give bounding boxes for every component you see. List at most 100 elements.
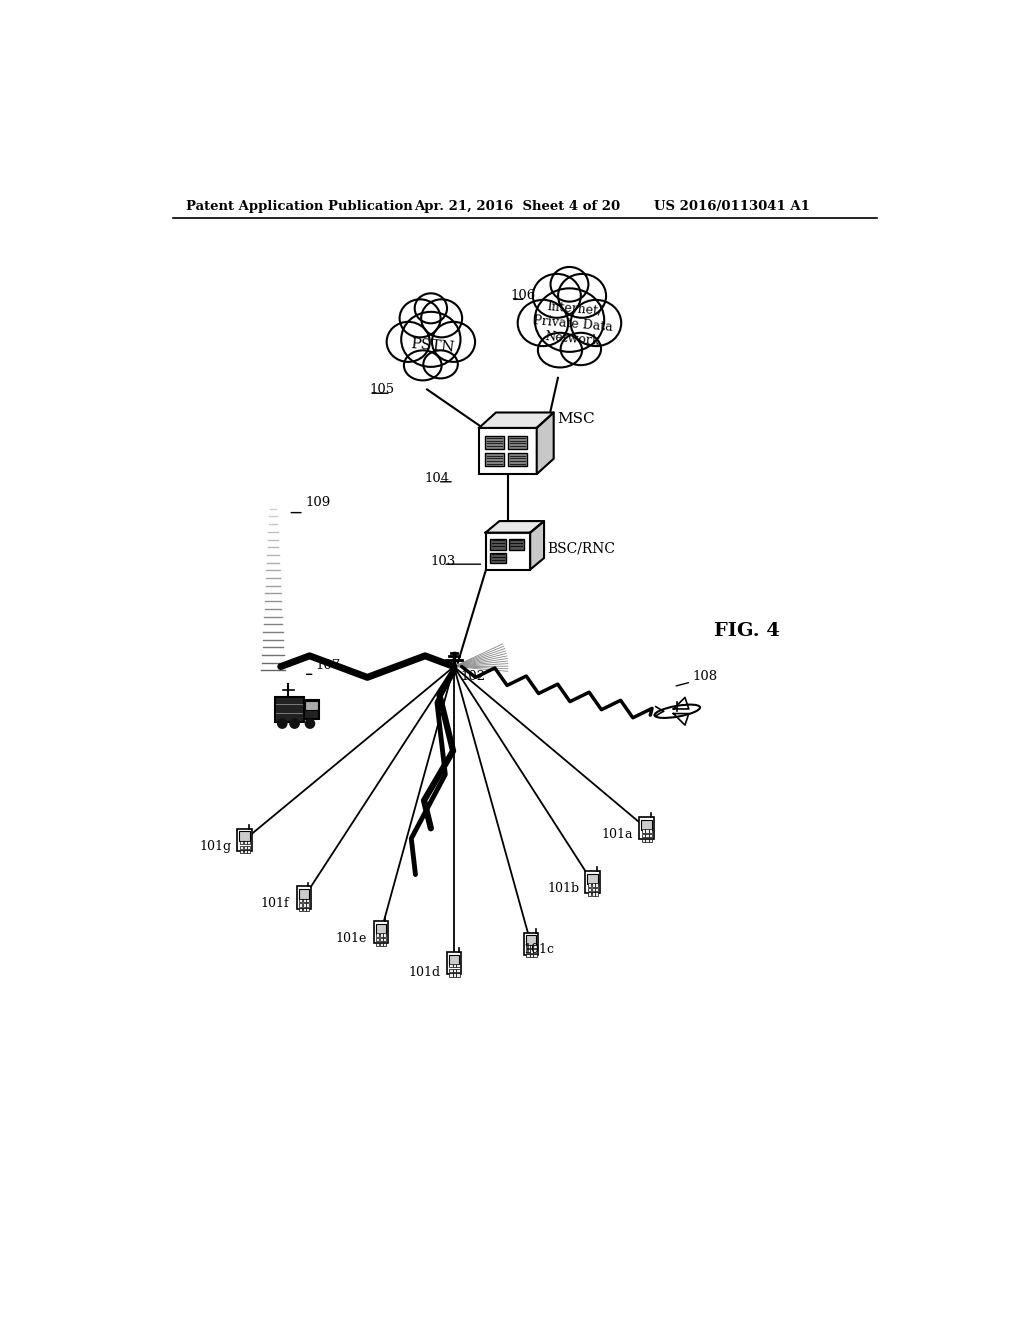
Circle shape xyxy=(278,719,287,729)
Bar xyxy=(592,888,595,891)
Bar xyxy=(645,834,648,837)
Bar xyxy=(526,945,529,948)
Bar xyxy=(238,829,252,851)
Bar xyxy=(453,969,456,972)
Bar xyxy=(595,892,598,896)
Bar xyxy=(588,892,591,896)
Bar xyxy=(530,954,534,957)
Bar xyxy=(383,942,386,946)
Bar xyxy=(240,841,243,845)
Bar xyxy=(490,539,506,549)
Bar xyxy=(303,903,306,907)
Bar xyxy=(453,964,456,968)
Ellipse shape xyxy=(560,333,601,366)
Bar xyxy=(534,954,537,957)
Ellipse shape xyxy=(538,333,582,367)
Bar xyxy=(526,954,529,957)
Bar xyxy=(457,973,460,977)
Bar xyxy=(530,949,534,953)
Bar xyxy=(642,834,645,837)
Bar xyxy=(534,949,537,953)
Bar xyxy=(303,899,306,902)
Bar xyxy=(485,453,504,466)
Bar xyxy=(380,942,383,946)
Bar xyxy=(299,899,302,902)
Bar xyxy=(588,888,591,891)
Bar xyxy=(240,846,243,849)
Polygon shape xyxy=(674,697,689,709)
Ellipse shape xyxy=(423,350,458,379)
Ellipse shape xyxy=(415,293,447,323)
Bar xyxy=(244,841,247,845)
Text: 106: 106 xyxy=(510,289,536,301)
Ellipse shape xyxy=(570,300,622,346)
Text: 104: 104 xyxy=(425,471,450,484)
Bar xyxy=(588,883,591,887)
Circle shape xyxy=(305,719,314,729)
Ellipse shape xyxy=(551,267,589,302)
Bar xyxy=(383,939,386,941)
Bar xyxy=(525,936,537,945)
Ellipse shape xyxy=(421,300,462,338)
Ellipse shape xyxy=(654,705,700,718)
Bar xyxy=(240,832,250,841)
Bar xyxy=(380,933,383,937)
Text: 108: 108 xyxy=(692,671,718,684)
Bar xyxy=(449,954,459,965)
Bar xyxy=(247,841,250,845)
Text: BSC/RNC: BSC/RNC xyxy=(547,541,615,554)
Text: Patent Application Publication: Patent Application Publication xyxy=(186,199,413,213)
Ellipse shape xyxy=(518,300,568,346)
Ellipse shape xyxy=(401,312,461,367)
Text: Internet/
Private Data
Network: Internet/ Private Data Network xyxy=(531,300,614,348)
Text: Apr. 21, 2016  Sheet 4 of 20: Apr. 21, 2016 Sheet 4 of 20 xyxy=(414,199,621,213)
Bar xyxy=(274,697,304,722)
Bar xyxy=(508,436,526,449)
Bar xyxy=(592,892,595,896)
Bar xyxy=(299,890,309,899)
Text: 101g: 101g xyxy=(200,840,231,853)
Bar xyxy=(485,436,504,449)
Text: 103: 103 xyxy=(431,554,456,568)
Ellipse shape xyxy=(403,350,441,380)
Text: 109: 109 xyxy=(305,496,331,510)
Bar xyxy=(247,850,250,854)
Bar xyxy=(523,933,539,954)
Text: 105: 105 xyxy=(370,383,394,396)
Bar xyxy=(508,453,526,466)
Bar xyxy=(377,939,380,941)
Bar xyxy=(649,834,652,837)
Ellipse shape xyxy=(432,322,475,362)
Bar xyxy=(306,899,309,902)
Bar xyxy=(306,908,309,911)
Bar xyxy=(595,888,598,891)
Bar xyxy=(586,871,600,894)
Bar xyxy=(526,949,529,953)
Bar xyxy=(306,903,309,907)
Bar xyxy=(642,838,645,842)
Polygon shape xyxy=(485,521,544,533)
Bar xyxy=(649,838,652,842)
Bar xyxy=(380,939,383,941)
Text: US 2016/0113041 A1: US 2016/0113041 A1 xyxy=(654,199,810,213)
Bar xyxy=(244,846,247,849)
Polygon shape xyxy=(674,714,689,725)
Text: 101f: 101f xyxy=(260,898,289,911)
Bar xyxy=(530,945,534,948)
Bar xyxy=(457,969,460,972)
Bar xyxy=(490,553,506,564)
Text: 101d: 101d xyxy=(409,966,440,979)
Polygon shape xyxy=(537,412,554,474)
Text: PSTN: PSTN xyxy=(410,337,455,354)
Bar xyxy=(305,701,317,710)
Text: FIG. 4: FIG. 4 xyxy=(714,622,780,640)
Bar xyxy=(299,903,302,907)
Bar xyxy=(649,829,652,833)
Bar xyxy=(641,820,651,830)
Text: 101e: 101e xyxy=(336,932,368,945)
Bar xyxy=(247,846,250,849)
Bar xyxy=(457,964,460,968)
Bar xyxy=(595,883,598,887)
Text: 101c: 101c xyxy=(523,944,554,957)
Ellipse shape xyxy=(399,300,440,338)
